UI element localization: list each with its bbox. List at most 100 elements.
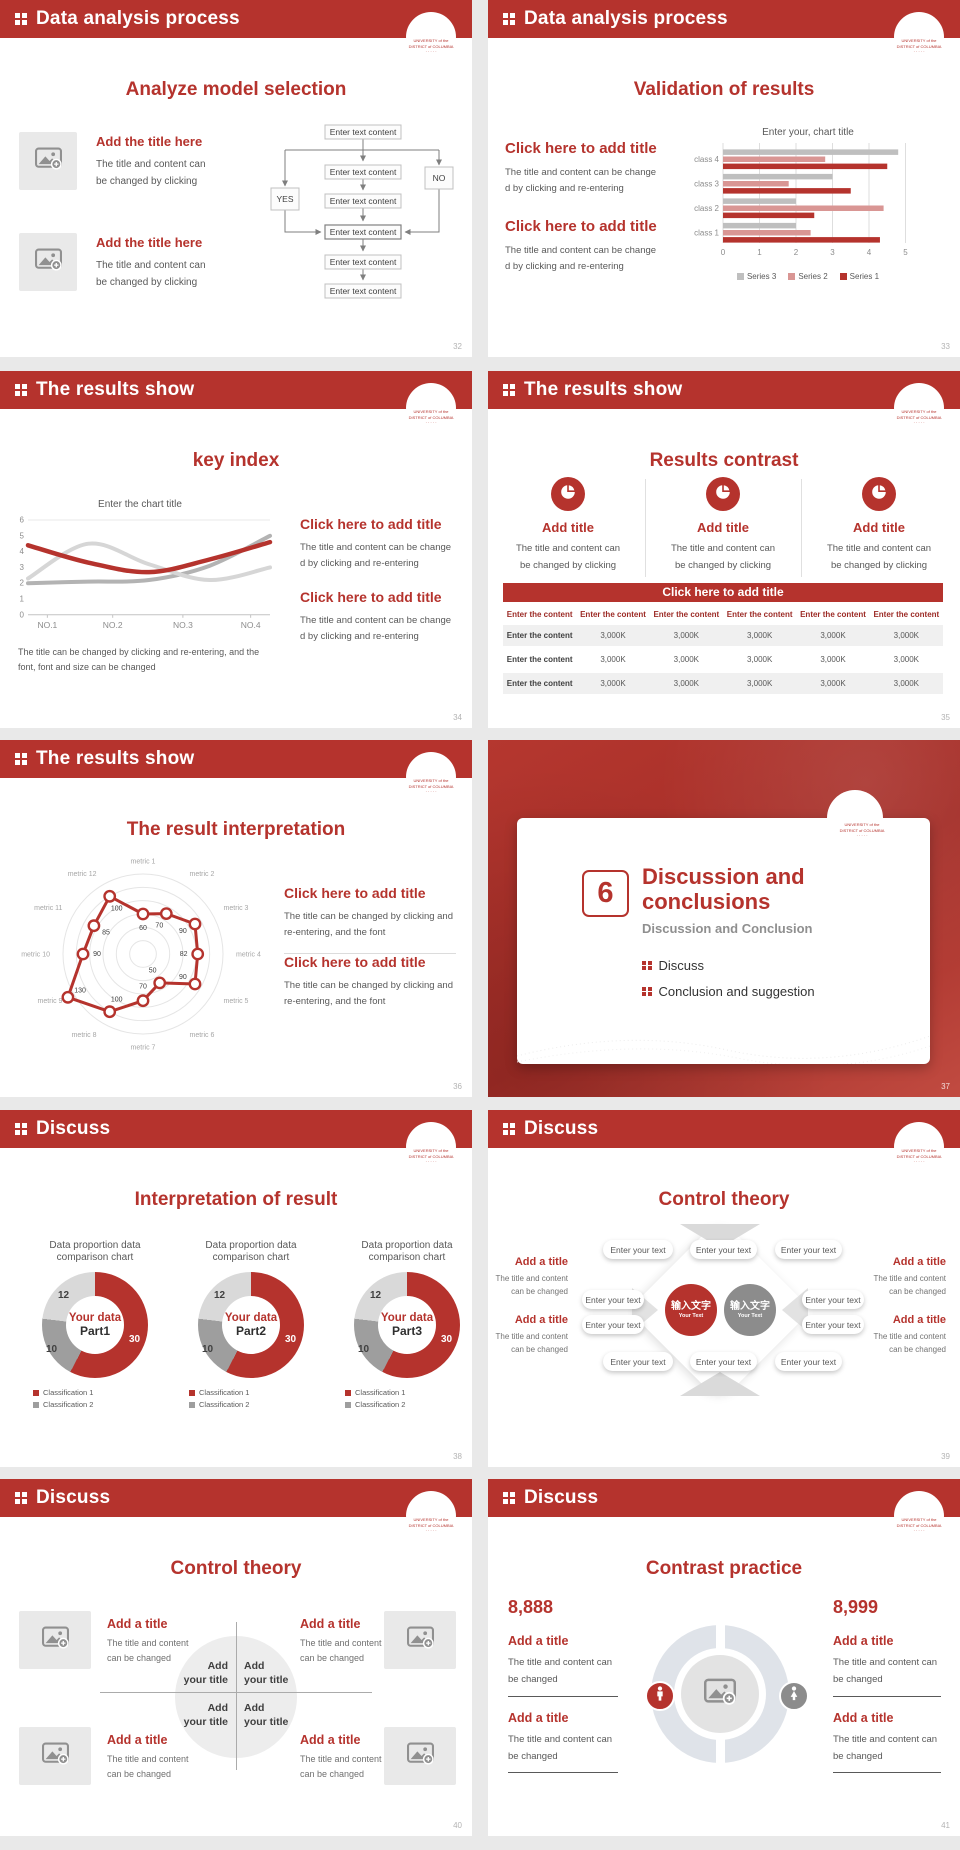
slide-title: Analyze model selection [125, 79, 347, 100]
slide-header: Discuss [0, 1110, 472, 1148]
svg-text:3: 3 [830, 248, 835, 257]
svg-text:class 1: class 1 [694, 228, 719, 237]
legend-swatch [345, 1389, 351, 1396]
donut-center-text: Your data [224, 1312, 278, 1324]
wave-decoration [517, 1035, 930, 1064]
block-body: The title and content can be changed [107, 1752, 199, 1782]
section-marker-icon [503, 384, 515, 396]
slide-thumbnail-34[interactable]: The results show UNIVERSITY of the DISTR… [0, 371, 472, 728]
legend-label: Classification 1 [43, 1388, 94, 1397]
feature-column: Add title The title and content can be c… [804, 477, 954, 574]
body-line: The title and content can be change [505, 245, 657, 256]
list-label: Discuss [658, 958, 705, 973]
body-line: The title can be changed by clicking and [284, 980, 453, 991]
feature-column: Add title The title and content can be c… [648, 477, 798, 574]
logo-text: DISTRICT of COLUMBIA [408, 414, 454, 420]
slide-thumbnail-37[interactable]: UNIVERSITY of the DISTRICT of COLUMBIA ·… [488, 740, 960, 1097]
image-plus-icon [41, 1626, 69, 1654]
svg-text:metric 10: metric 10 [21, 952, 50, 959]
donut-title: Data proportion data comparison chart [173, 1240, 329, 1264]
text-pill: Enter your text [775, 1352, 842, 1371]
logo-text: UNIVERSITY of the [844, 822, 880, 827]
chart-legend: Series 3 Series 2 Series 1 [688, 267, 928, 285]
slice-label: 12 [58, 1290, 70, 1301]
slice-label: 30 [129, 1334, 141, 1345]
block-title: Add a title [892, 1314, 946, 1326]
svg-text:3: 3 [20, 563, 25, 572]
logo-text: · · · · · [913, 1159, 925, 1165]
logo-text: DISTRICT of COLUMBIA [896, 1153, 942, 1159]
logo-text: DISTRICT of COLUMBIA [408, 1153, 454, 1159]
body-line: be changed by clicking [96, 176, 198, 187]
slide-thumbnail-35[interactable]: The results show UNIVERSITY of the DISTR… [488, 371, 960, 728]
body-line: can be changed [889, 1345, 946, 1354]
svg-text:70: 70 [155, 923, 163, 930]
flow-yes-label: YES [276, 194, 293, 204]
slide-thumbnail-36[interactable]: The results show UNIVERSITY of the DISTR… [0, 740, 472, 1097]
logo-text: UNIVERSITY of the [413, 1517, 449, 1523]
flow-box-label: Enter text content [330, 286, 397, 296]
donut-center-text: Your data [68, 1312, 122, 1324]
big-number: 8,888 [508, 1597, 554, 1617]
body-line: be changed [508, 1751, 558, 1762]
donut-center-text: Part2 [235, 1324, 267, 1338]
content-block: Add a title The title and content can be … [868, 1256, 947, 1298]
slide-thumbnail-40[interactable]: Discuss UNIVERSITY of the DISTRICT of CO… [0, 1479, 472, 1836]
logo-text: · · · · · [913, 49, 925, 55]
donut-title-line: comparison chart [212, 1252, 290, 1263]
donut-chart: 12 10 30 Your data Part1 [42, 1272, 148, 1378]
donut-chart: 12 10 30 Your data Part2 [198, 1272, 304, 1378]
slide-thumbnail-38[interactable]: Discuss UNIVERSITY of the DISTRICT of CO… [0, 1110, 472, 1467]
slide-title: key index [192, 450, 280, 471]
donut-column: Data proportion data comparison chart 12… [173, 1240, 329, 1412]
svg-text:2: 2 [794, 248, 799, 257]
body-line: The title and content can [670, 543, 776, 554]
svg-text:metric 8: metric 8 [72, 1032, 97, 1039]
body-line: The title and content [495, 1332, 569, 1341]
slide-header: Discuss [488, 1479, 960, 1517]
column-body: The title and content can be changed by … [804, 540, 954, 574]
university-logo: UNIVERSITY of the DISTRICT of COLUMBIA ·… [894, 1122, 944, 1172]
logo-text: · · · · · [425, 420, 437, 426]
block-body: The title and content can be changed [508, 1731, 638, 1765]
block-title: Add the title here [96, 134, 203, 149]
radar-chart: metric 1 metric 2 metric 3 metric 4 metric 5… [21, 859, 261, 1052]
content-block: Add a title The title and content can be … [833, 1634, 960, 1688]
image-plus-icon [406, 1626, 434, 1654]
body-line: can be changed [107, 1653, 172, 1663]
circle-text: Your Text [737, 1313, 763, 1319]
slide-thumbnail-39[interactable]: Discuss UNIVERSITY of the DISTRICT of CO… [488, 1110, 960, 1467]
body-line: be changed [508, 1674, 558, 1685]
logo-text: UNIVERSITY of the [901, 409, 937, 415]
slide-thumbnail-33[interactable]: Data analysis process UNIVERSITY of the … [488, 0, 960, 357]
body-line: The title and content [873, 1274, 947, 1283]
svg-text:metric 2: metric 2 [190, 871, 215, 878]
slide-header: Data analysis process [0, 0, 472, 38]
content-block: Click here to add title The title and co… [505, 140, 685, 197]
slide-thumbnail-32[interactable]: Data analysis process UNIVERSITY of the … [0, 0, 472, 357]
donut-title-line: comparison chart [56, 1252, 134, 1263]
block-body: The title and content can be change d by… [505, 243, 685, 275]
body-line: be changed [833, 1674, 883, 1685]
block-title: Add a title [892, 1256, 946, 1268]
svg-text:class 4: class 4 [694, 155, 719, 164]
content-block: Click here to add title The title can be… [284, 885, 456, 954]
body-line: be changed by clicking [830, 560, 928, 571]
image-placeholder [19, 1727, 91, 1785]
content-block: Add a title The title and content can be … [107, 1617, 199, 1666]
body-line: The title and content [107, 1754, 189, 1764]
slide-thumbnail-41[interactable]: Discuss UNIVERSITY of the DISTRICT of CO… [488, 1479, 960, 1836]
page-number: 37 [941, 1082, 950, 1091]
block-title: Click here to add title [284, 885, 426, 901]
legend-label: Classification 1 [355, 1388, 406, 1397]
slide-header-title: Data analysis process [36, 8, 240, 29]
donut-legend: Classification 1 Classification 2 [345, 1388, 472, 1409]
body-line: can be changed [107, 1769, 172, 1779]
cross-line-vertical [236, 1622, 237, 1770]
university-logo: UNIVERSITY of the DISTRICT of COLUMBIA ·… [817, 822, 907, 839]
slide-title: The result interpretation [126, 819, 346, 840]
center-circle-red: 输入文字 Your Text [662, 1281, 720, 1339]
block-body: The title and content can be changed [868, 1330, 947, 1356]
logo-text: DISTRICT of COLUMBIA [408, 783, 454, 789]
university-logo: UNIVERSITY of the DISTRICT of COLUMBIA ·… [406, 1122, 456, 1172]
